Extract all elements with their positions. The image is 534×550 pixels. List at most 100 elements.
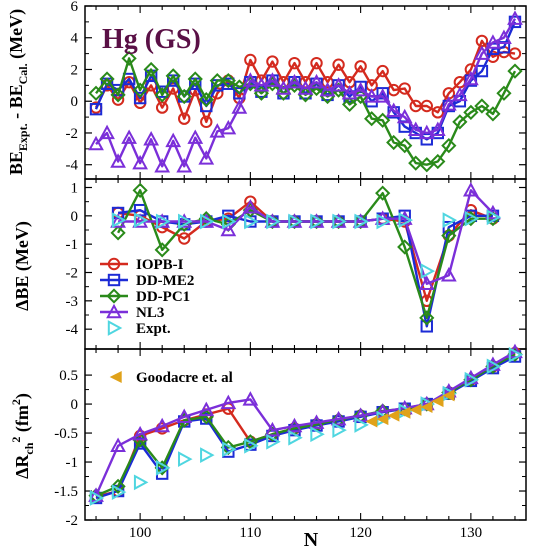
data-point — [462, 70, 479, 86]
y-tick-label: -3 — [66, 294, 79, 310]
series-nl3 — [88, 10, 523, 173]
data-point — [222, 441, 237, 458]
data-point — [198, 401, 215, 417]
data-point — [178, 232, 191, 245]
data-point — [440, 267, 457, 282]
data-point — [264, 213, 281, 228]
y-tick-label: 0.5 — [59, 368, 78, 384]
data-point — [198, 150, 215, 165]
data-point — [121, 129, 137, 144]
y-tick-label: -0.5 — [54, 426, 78, 442]
data-point — [430, 153, 446, 170]
data-point — [133, 91, 147, 105]
data-point — [451, 86, 468, 102]
legend-bottom-panel: Goodacre et. al — [109, 370, 233, 386]
data-point — [99, 124, 115, 140]
data-point — [200, 447, 215, 463]
data-point — [111, 212, 127, 228]
data-point — [89, 490, 105, 506]
data-point — [507, 10, 523, 25]
data-point — [244, 53, 257, 67]
panel-bottom: -2 -1.5 -1 -0.5 0 0.5 100 110 120 130 — [54, 343, 527, 541]
data-point — [310, 426, 325, 443]
series-nl3 — [88, 343, 523, 502]
data-point — [266, 213, 281, 230]
panel-middle: -4 -3 -2 -1 0 1 — [66, 178, 527, 350]
data-point — [387, 409, 400, 422]
data-point — [132, 425, 149, 441]
data-point — [231, 99, 248, 114]
data-point — [420, 400, 433, 413]
legend-item-goodacre-et-al: Goodacre et. al — [109, 370, 233, 386]
data-point — [178, 213, 193, 230]
y-tick-label: 1 — [71, 181, 79, 197]
data-point — [419, 157, 435, 173]
data-point — [244, 437, 259, 454]
series-expt — [89, 346, 524, 506]
data-point — [431, 395, 444, 408]
data-point — [308, 213, 325, 228]
data-point — [176, 88, 192, 105]
data-point — [330, 410, 347, 426]
panel-top: -4 -2 0 2 4 6 — [66, 0, 527, 180]
y-tick-label: 2 — [71, 62, 79, 78]
annotation-text: Hg (GS) — [102, 24, 201, 55]
data-point — [418, 124, 435, 140]
data-point — [386, 134, 402, 151]
data-point — [396, 108, 413, 124]
legend-label: NL3 — [136, 305, 164, 321]
legend-marker — [107, 273, 121, 287]
data-point — [275, 80, 292, 95]
data-point — [110, 478, 126, 494]
data-point — [242, 72, 259, 87]
data-point — [332, 422, 347, 439]
data-point — [376, 87, 389, 100]
data-point — [133, 437, 147, 450]
data-point — [143, 61, 159, 78]
x-axis-label: N — [304, 529, 319, 550]
data-point — [178, 451, 193, 468]
data-point — [132, 432, 148, 448]
data-point — [110, 87, 126, 103]
data-point — [200, 115, 213, 129]
data-point — [242, 199, 259, 214]
data-point — [409, 403, 422, 416]
data-point — [154, 87, 170, 103]
y-tick-label: 6 — [71, 0, 79, 15]
data-point — [165, 68, 181, 84]
legend-marker — [106, 303, 122, 319]
data-point — [176, 408, 193, 424]
data-point — [310, 213, 325, 230]
data-point — [452, 114, 468, 130]
data-point — [154, 213, 171, 228]
data-point — [398, 82, 411, 95]
data-point — [308, 73, 325, 89]
data-point — [354, 213, 369, 230]
series-line — [95, 57, 517, 166]
data-point — [330, 213, 347, 228]
data-point — [441, 228, 457, 244]
data-point — [319, 81, 336, 97]
data-point — [429, 121, 446, 136]
data-point — [418, 275, 435, 291]
data-point — [354, 417, 369, 433]
data-point — [220, 394, 237, 410]
y-tick-label: -1.5 — [54, 484, 78, 500]
data-point — [198, 213, 215, 228]
data-point — [440, 96, 457, 111]
data-point — [341, 96, 358, 113]
data-point — [132, 182, 148, 198]
legend-item-dd-me2: DD-ME2 — [100, 273, 194, 289]
data-point — [341, 85, 358, 100]
data-point — [209, 72, 225, 89]
data-point — [397, 239, 413, 255]
legend-marker — [107, 320, 123, 336]
legend-label: Expt. — [136, 321, 171, 337]
data-point — [375, 185, 391, 201]
data-point — [286, 213, 303, 228]
data-point — [352, 213, 369, 228]
data-point — [111, 484, 127, 501]
data-point — [288, 56, 301, 70]
data-point — [288, 429, 303, 446]
